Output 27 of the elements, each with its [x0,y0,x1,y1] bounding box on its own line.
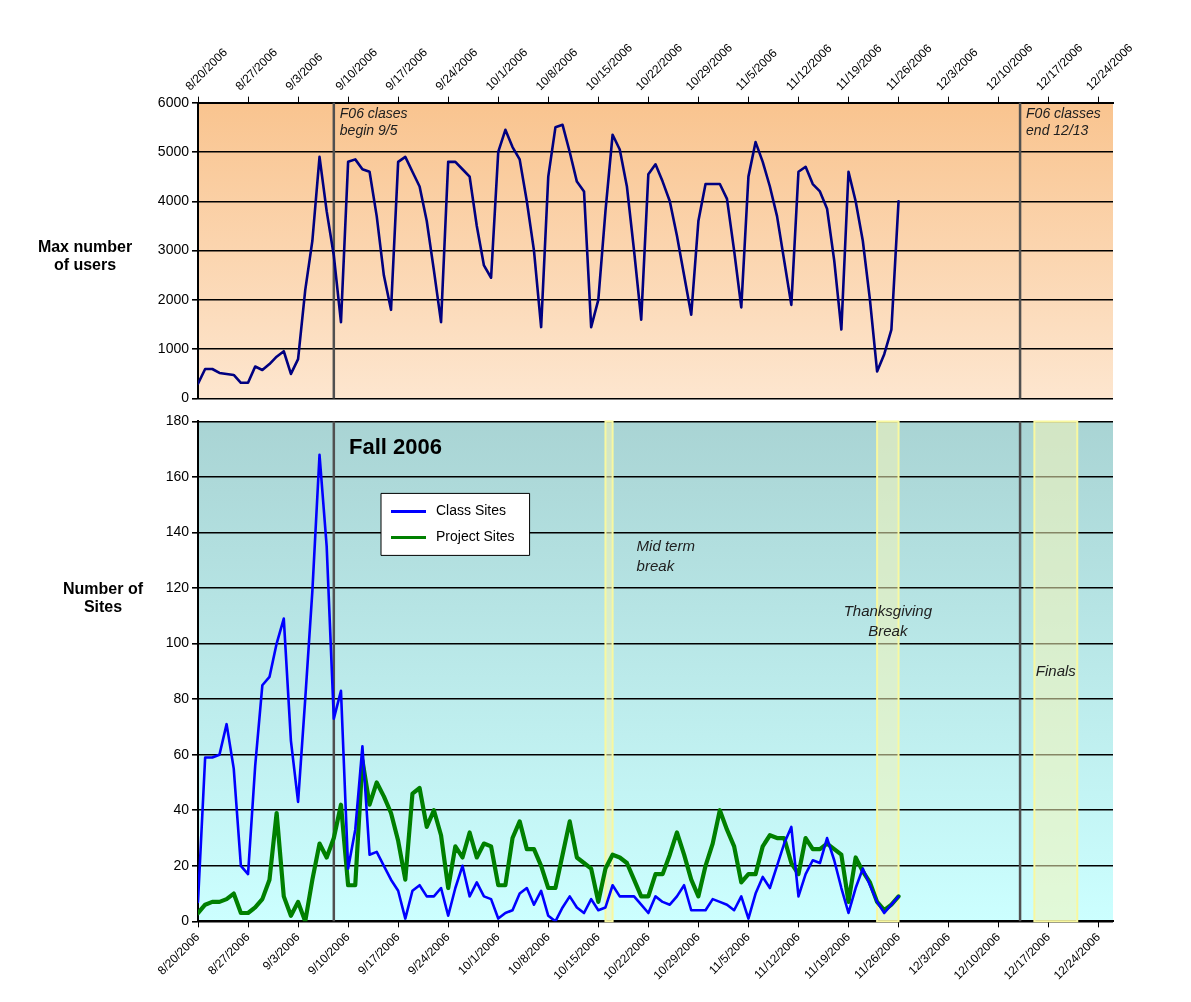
band-label: Finals [1035,661,1077,679]
y-tick-label: 3000 [157,241,190,258]
band-label: Thanksgiving Break [843,601,933,639]
y-tick-label: 0 [181,389,190,406]
y-tick-label: 6000 [157,93,190,110]
y-tick-label: 1000 [157,340,190,357]
y-tick-label: 100 [165,634,190,651]
y-axis-title: Max number of users [36,238,134,274]
y-tick-label: 5000 [157,142,190,159]
y-tick-label: 40 [173,801,190,818]
legend-label: Project Sites [436,528,515,545]
y-tick-label: 140 [165,523,190,540]
annotation: Fall 2006 [348,434,442,460]
y-tick-label: 180 [165,412,190,429]
y-tick-label: 0 [181,912,190,929]
y-axis-title: Number of Sites [62,580,144,616]
y-tick-label: 4000 [157,192,190,209]
y-tick-label: 60 [173,745,190,762]
y-tick-label: 20 [173,856,190,873]
legend-label: Class Sites [436,502,507,519]
y-tick-label: 120 [165,578,190,595]
y-tick-label: 80 [173,690,190,707]
band-label: Mid term break [636,536,695,574]
y-tick-label: 160 [165,467,190,484]
ref-line-label: F06 clases begin 9/5 [339,104,408,138]
ref-line-label: F06 classes end 12/13 [1026,104,1101,138]
y-tick-label: 2000 [157,290,190,307]
